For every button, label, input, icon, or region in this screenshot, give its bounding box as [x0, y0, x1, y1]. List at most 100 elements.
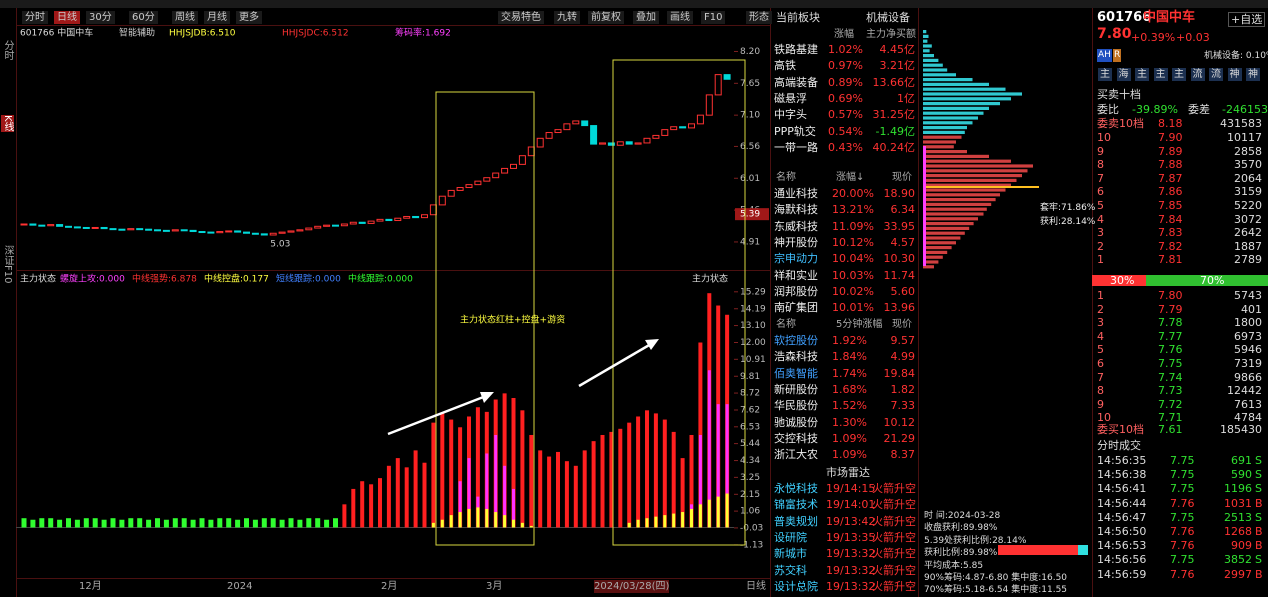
tool-button[interactable]: 流: [1190, 68, 1205, 81]
y-tick-label: 6.01: [740, 174, 760, 184]
indicator-legend: 中线强势:6.878: [132, 273, 197, 285]
tool-button[interactable]: 海: [1116, 68, 1131, 81]
divider: [918, 8, 919, 597]
chip-bar: [923, 255, 943, 259]
tool-button[interactable]: 流: [1209, 68, 1223, 81]
candle: [207, 231, 215, 234]
level-price: 7.81: [1158, 253, 1183, 267]
y-tick-label: 12.00: [740, 338, 766, 348]
stock-change: 1.68%: [832, 382, 867, 396]
y-tick-label: 2.15: [740, 490, 760, 500]
indicator-bar: [476, 507, 480, 528]
tool-button[interactable]: 神: [1227, 68, 1242, 81]
indicator-bar: [128, 518, 134, 528]
chip-bar: [923, 183, 1011, 187]
toolbar-button[interactable]: F10: [701, 11, 726, 24]
toolbar-tab[interactable]: 更多: [236, 11, 262, 24]
side-label: K线: [1, 115, 14, 132]
indicator-bar: [663, 515, 667, 528]
x-axis-label: 3月: [486, 581, 503, 592]
indicator-bar: [395, 458, 400, 528]
indicator-bar: [698, 504, 702, 528]
stock-name: 中国中车: [1143, 10, 1196, 25]
kline-legend: 智能辅助: [119, 27, 155, 39]
level-volume: 4784: [1234, 411, 1262, 425]
toolbar-button[interactable]: 前复权: [588, 11, 624, 24]
trade-time: 14:56:50: [1097, 525, 1147, 538]
candle: [323, 224, 331, 227]
trade-price: 7.75: [1170, 482, 1195, 496]
y-tick-label: 7.65: [740, 79, 760, 89]
level-volume: 3072: [1234, 212, 1262, 226]
y-tick-label: 9.81: [740, 372, 760, 382]
candle: [367, 220, 375, 224]
sector-change: 0.54%: [828, 124, 863, 138]
indicator-title: 主力状态: [20, 273, 56, 285]
stock-price: 4.57: [890, 235, 916, 249]
toolbar-tab[interactable]: 60分: [129, 11, 158, 24]
level: 5: [1097, 343, 1104, 357]
indicator-bar: [226, 518, 232, 528]
toolbar-tab[interactable]: 月线: [204, 11, 230, 24]
toolbar-tab[interactable]: 分时: [22, 11, 48, 24]
tool-button[interactable]: 主: [1153, 68, 1168, 81]
chip-bar: [923, 150, 967, 154]
level-volume: 10117: [1227, 131, 1262, 144]
chip-bar: [923, 231, 965, 235]
divider: [770, 8, 771, 597]
indicator-bar: [386, 465, 391, 528]
kline-legend: 601766 中国中车: [20, 27, 93, 39]
trade-time: 14:56:41: [1097, 482, 1147, 496]
chip-bar: [923, 130, 965, 134]
y-tick-label: 13.10: [740, 321, 766, 331]
indicator-bar: [716, 496, 720, 528]
stock-price: 1.82: [890, 382, 916, 396]
level: 委买10档: [1097, 423, 1144, 436]
candle: [56, 224, 64, 227]
indicator-bar: [529, 434, 534, 528]
trade-time: 14:56:44: [1097, 496, 1147, 510]
level: 7: [1097, 370, 1104, 384]
toolbar-button[interactable]: 形态: [746, 11, 772, 24]
watch-button[interactable]: +自选: [1228, 12, 1266, 27]
toolbar-button[interactable]: 画线: [667, 11, 693, 24]
toolbar-button[interactable]: 交易特色: [498, 11, 544, 24]
candle: [643, 137, 651, 144]
tool-button[interactable]: 主: [1098, 68, 1112, 81]
indicator-bar: [422, 462, 427, 528]
level: 8: [1097, 384, 1104, 398]
tool-button[interactable]: 神: [1246, 68, 1260, 81]
level-price: 7.79: [1158, 302, 1183, 316]
stock-name: 华民股份: [774, 399, 818, 413]
indicator-bar: [538, 450, 543, 528]
toolbar-tab[interactable]: 30分: [86, 11, 115, 24]
radar-event: 火箭升空: [872, 563, 916, 577]
radar-stock: 苏交科: [774, 563, 807, 577]
column-header: 名称: [776, 172, 796, 183]
indicator-bar: [244, 518, 249, 528]
trade-volume: 3852: [1224, 553, 1252, 567]
level-volume: 5220: [1234, 199, 1262, 212]
chip-bar: [923, 188, 1006, 192]
candle: [412, 215, 420, 219]
tool-button[interactable]: 主: [1172, 68, 1186, 81]
trade-volume: 590: [1231, 468, 1252, 482]
level: 3: [1097, 316, 1104, 330]
radar-event: 火箭升空: [872, 579, 916, 593]
tool-button[interactable]: 主: [1135, 68, 1149, 81]
indicator-bar: [163, 519, 169, 528]
x-axis-label: 2024: [227, 581, 253, 592]
toolbar-button[interactable]: 九转: [554, 11, 580, 24]
trade-price: 7.75: [1170, 510, 1195, 524]
candle: [198, 231, 206, 234]
split-bar: [1146, 275, 1268, 286]
divider: [16, 25, 770, 26]
sector-flow: 13.66亿: [872, 75, 916, 89]
stock-price: 6.34: [890, 203, 916, 217]
sector-flow: 31.25亿: [872, 108, 916, 122]
chip-bar: [923, 49, 930, 53]
toolbar-button[interactable]: 叠加: [633, 11, 659, 24]
indicator-bar: [440, 519, 444, 528]
toolbar-tab[interactable]: 日线: [54, 11, 80, 24]
toolbar-tab[interactable]: 周线: [172, 11, 198, 24]
